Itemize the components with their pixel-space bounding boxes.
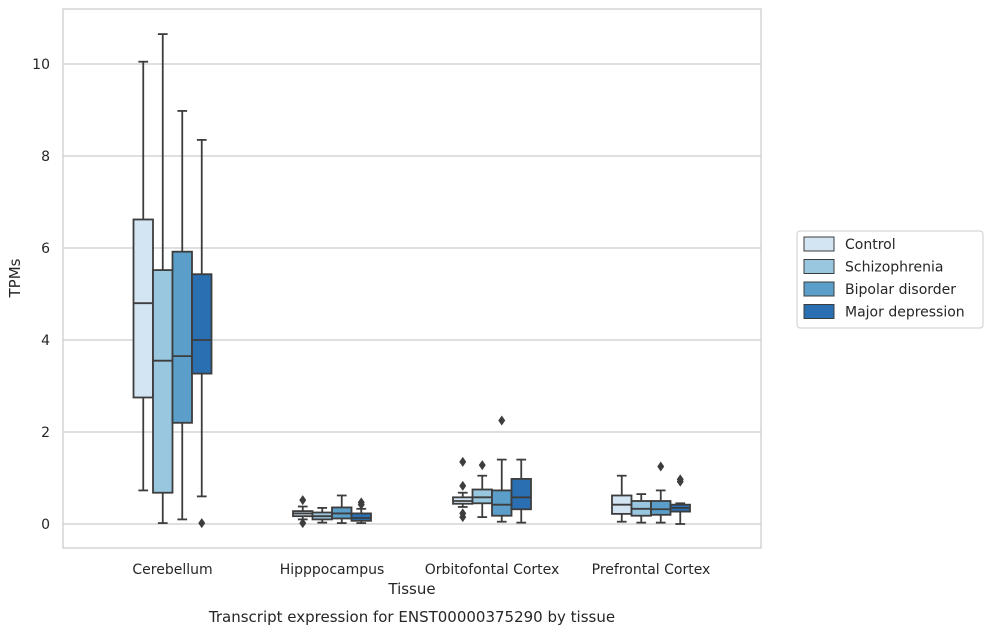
outlier-point bbox=[459, 512, 467, 523]
box-body bbox=[191, 273, 213, 375]
box-major-depression bbox=[191, 138, 213, 529]
box-control bbox=[292, 495, 314, 529]
legend-label: Major depression bbox=[845, 305, 965, 321]
box-schizophrenia bbox=[152, 33, 174, 524]
box-body bbox=[491, 489, 513, 517]
x-tick-labels: Cerebellum Hipppocampus Orbitofontal Corte… bbox=[132, 562, 710, 578]
outlier-point bbox=[459, 456, 467, 467]
box-major-depression bbox=[510, 458, 532, 524]
y-tick-label: 4 bbox=[41, 333, 50, 349]
legend-frame bbox=[796, 230, 984, 329]
outlier-point bbox=[198, 518, 206, 529]
y-axis-label: TPMs bbox=[6, 258, 24, 298]
y-tick-label: 6 bbox=[41, 241, 50, 257]
box-bipolar-disorder bbox=[650, 461, 672, 524]
x-axis-label: Tissue bbox=[387, 580, 435, 598]
y-tick-label: 10 bbox=[32, 57, 50, 73]
y-tick-labels: 0 2 4 6 8 10 bbox=[32, 57, 50, 533]
legend-swatch bbox=[803, 304, 835, 319]
x-tick-label: Orbitofontal Cortex bbox=[425, 562, 560, 578]
box-control bbox=[452, 456, 474, 523]
box-body bbox=[152, 269, 174, 494]
outlier-point bbox=[676, 476, 684, 487]
box-bipolar-disorder bbox=[171, 110, 193, 521]
legend-swatch bbox=[803, 236, 835, 252]
legend-label: Schizophrenia bbox=[845, 260, 943, 276]
outlier-point bbox=[299, 495, 307, 506]
legend-label: Control bbox=[845, 237, 896, 253]
legend-entries: Control Schizophrenia Bipolar disorder Majo… bbox=[803, 236, 965, 321]
outlier-point bbox=[357, 499, 365, 510]
outlier-point bbox=[478, 460, 486, 471]
legend-swatch bbox=[803, 281, 835, 297]
outlier-point bbox=[299, 518, 307, 529]
y-tick-label: 8 bbox=[41, 149, 50, 165]
outlier-point bbox=[657, 461, 665, 472]
chart-caption: Transcript expression for ENST0000037529… bbox=[208, 608, 615, 626]
legend-label: Bipolar disorder bbox=[845, 282, 956, 298]
box-bipolar-disorder bbox=[491, 415, 513, 523]
box-major-depression bbox=[669, 474, 691, 525]
x-tick-label: Cerebellum bbox=[132, 562, 212, 578]
box-body bbox=[471, 488, 493, 505]
box-schizophrenia bbox=[471, 460, 493, 518]
x-tick-label: Hipppocampus bbox=[280, 562, 385, 578]
box-control bbox=[611, 474, 633, 523]
box-body bbox=[510, 478, 532, 511]
box-bipolar-disorder bbox=[331, 494, 353, 524]
box-control bbox=[132, 60, 154, 492]
y-tick-label: 2 bbox=[41, 425, 50, 441]
plot-area-frame bbox=[62, 8, 762, 549]
y-tick-label: 0 bbox=[41, 517, 50, 533]
boxes-layer bbox=[132, 33, 691, 529]
x-tick-label: Prefrontal Cortex bbox=[592, 562, 711, 578]
box-body bbox=[650, 500, 672, 516]
legend-swatch bbox=[803, 259, 835, 274]
box-body bbox=[132, 218, 154, 399]
box-major-depression bbox=[350, 497, 372, 524]
legend: Control Schizophrenia Bipolar disorder Majo… bbox=[796, 230, 984, 329]
outlier-point bbox=[498, 415, 506, 426]
box-schizophrenia bbox=[311, 506, 333, 524]
box-schizophrenia bbox=[630, 493, 652, 524]
outlier-point bbox=[459, 480, 467, 491]
box-body bbox=[171, 250, 193, 424]
box-body bbox=[350, 512, 372, 522]
